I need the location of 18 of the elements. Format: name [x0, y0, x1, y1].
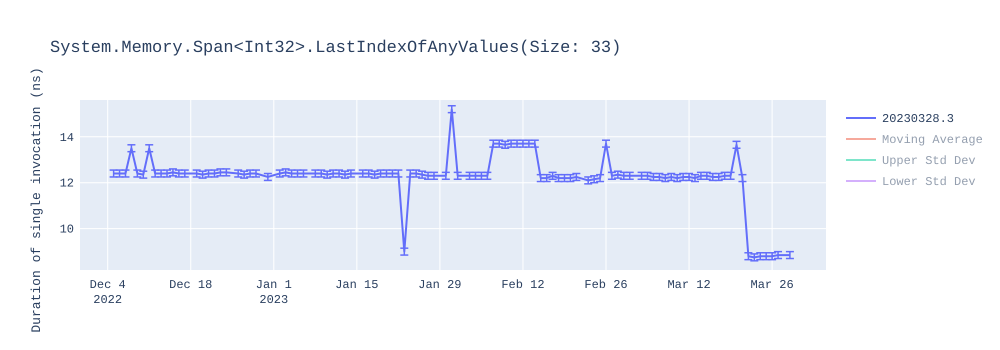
- x-tick-label: Jan 29: [418, 278, 462, 292]
- x-tick-label: Feb 26: [584, 278, 628, 292]
- legend-label: Lower Std Dev: [882, 175, 976, 189]
- x-tick-label: Mar 12: [667, 278, 711, 292]
- y-tick-label: 12: [60, 176, 74, 191]
- x-tick-label: Jan 1 2023: [256, 278, 292, 307]
- x-tick-label: Dec 4 2022: [90, 278, 126, 307]
- y-tick-label: 10: [60, 222, 74, 237]
- legend-label: Upper Std Dev: [882, 154, 976, 168]
- x-tick-label: Mar 26: [750, 278, 794, 292]
- legend-label: 20230328.3: [882, 112, 954, 126]
- x-tick-label: Dec 18: [169, 278, 212, 292]
- legend-label: Moving Average: [882, 133, 983, 147]
- y-axis-title: Duration of single invocation (ns): [29, 67, 44, 333]
- chart-title: System.Memory.Span<Int32>.LastIndexOfAnyValues(Size: 33): [50, 39, 622, 58]
- x-tick-label: Feb 12: [501, 278, 545, 292]
- x-tick-label: Jan 15: [335, 278, 378, 292]
- y-tick-label: 14: [60, 130, 74, 145]
